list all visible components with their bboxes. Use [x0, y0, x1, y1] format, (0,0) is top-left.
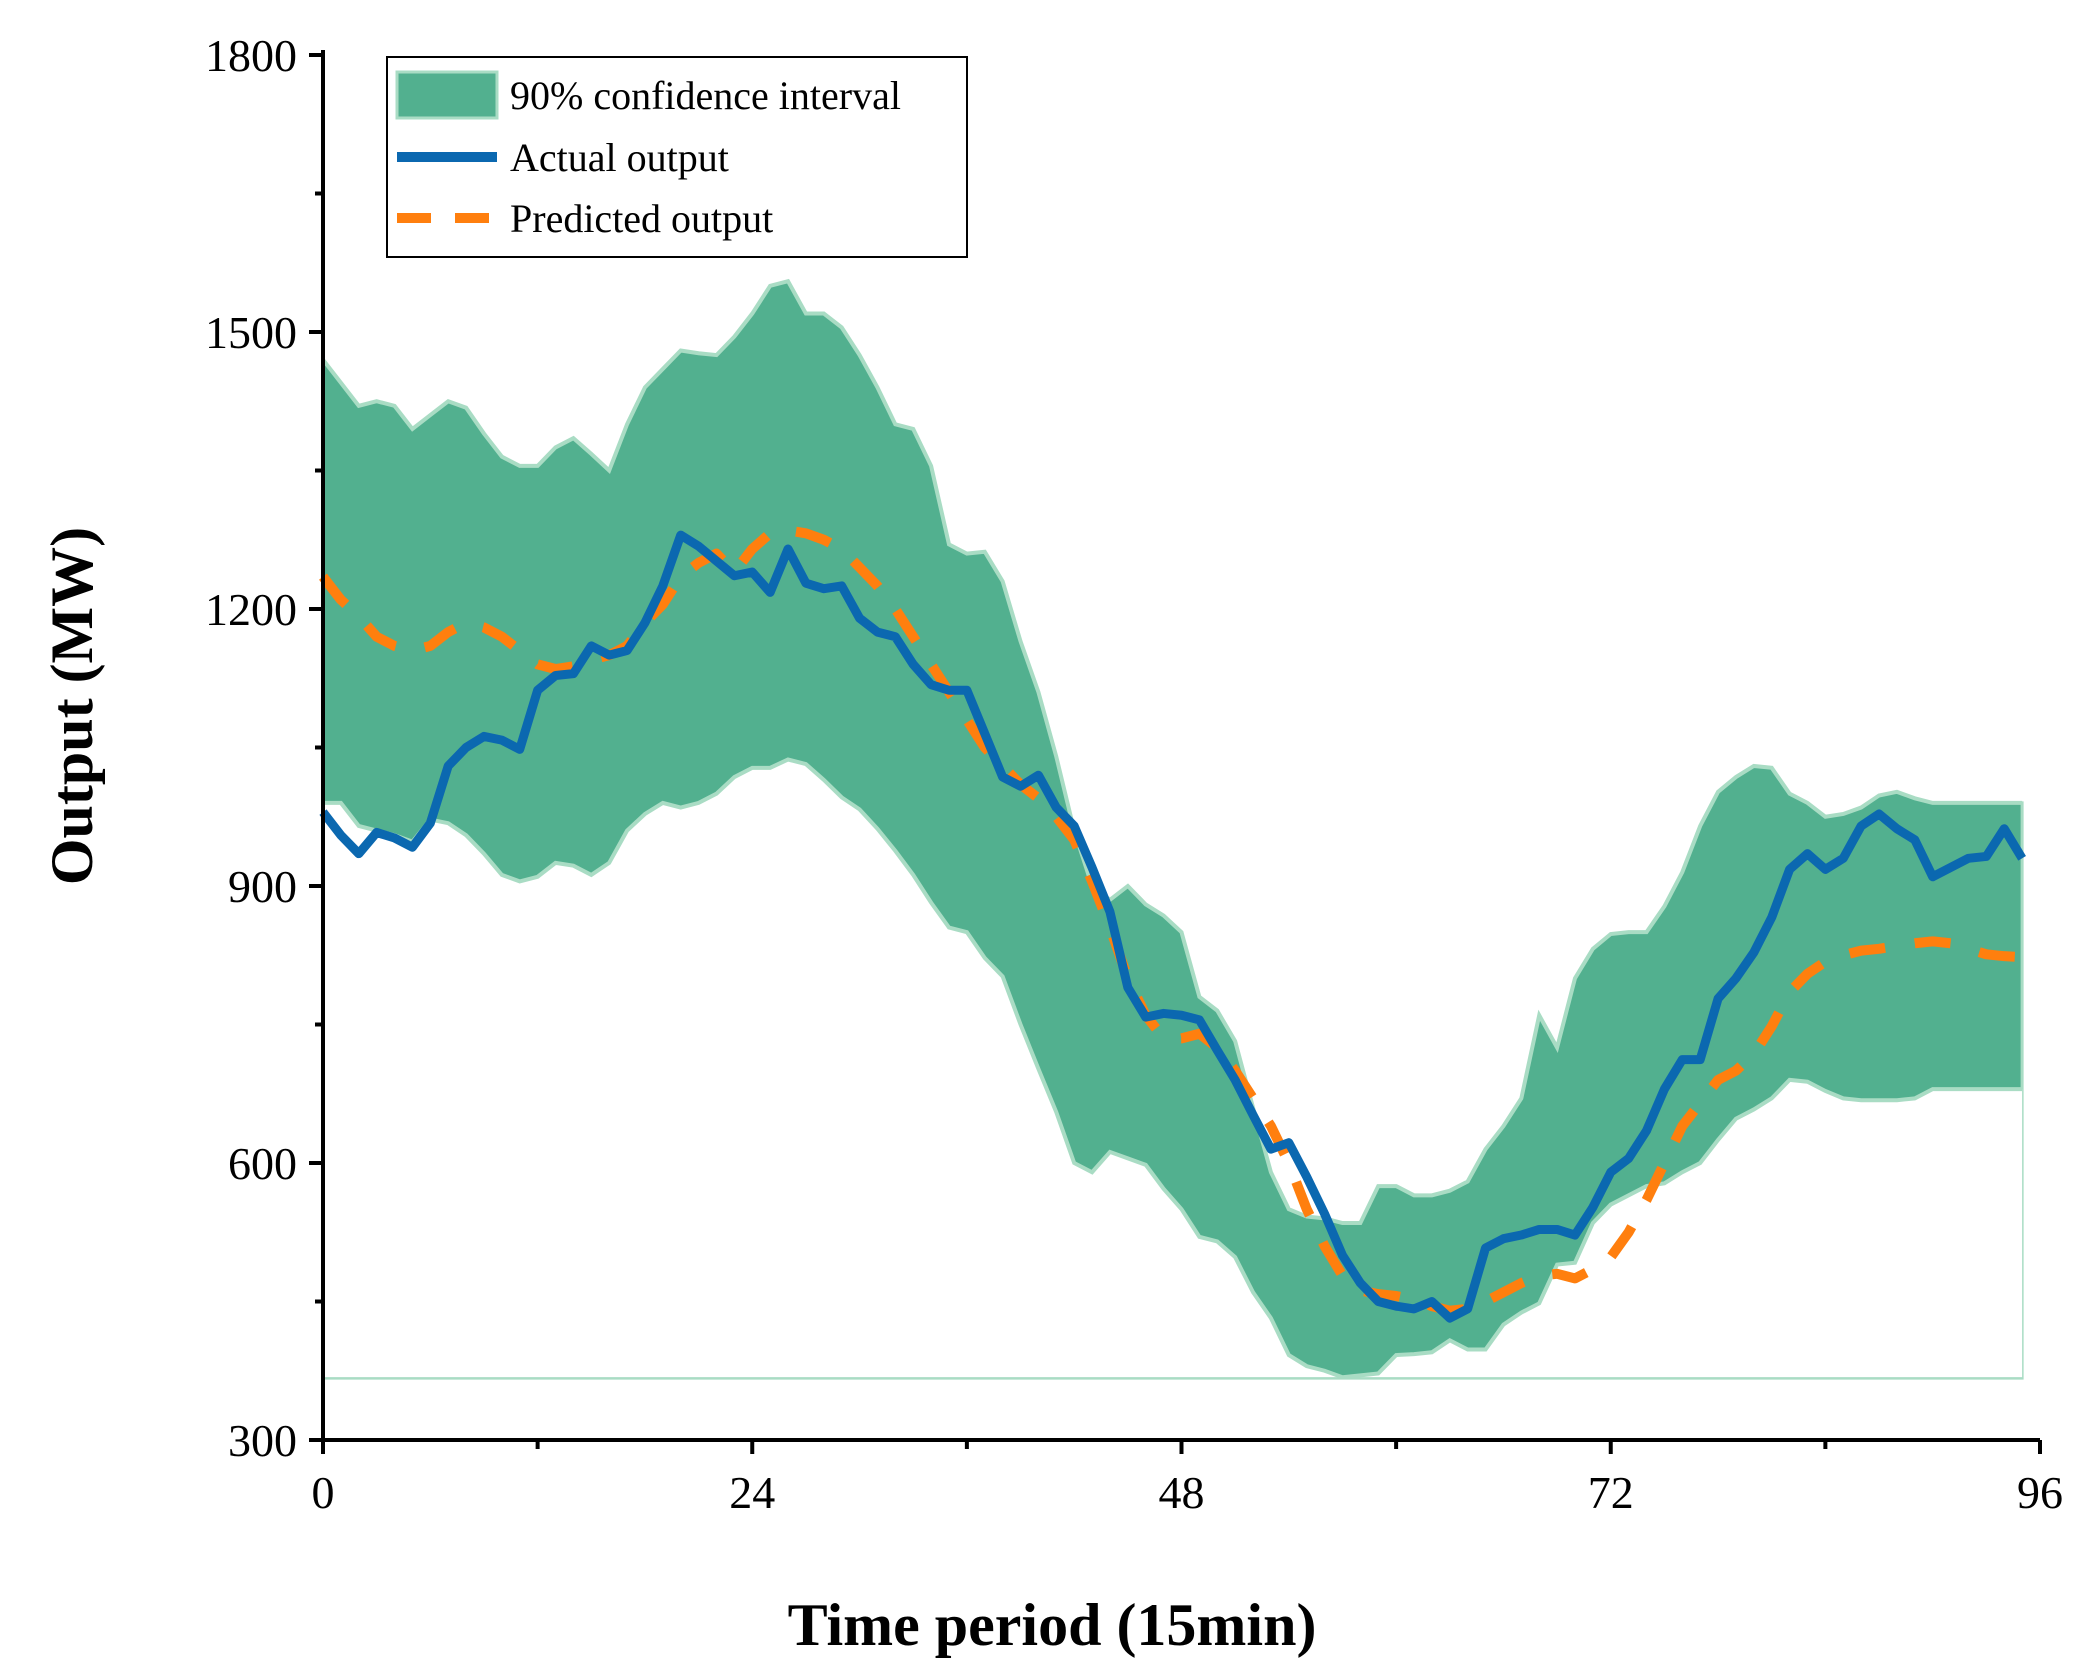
y-tick-label: 900 — [228, 861, 297, 912]
y-axis-title: Output (MW) — [39, 527, 105, 885]
x-tick-label: 96 — [2017, 1467, 2063, 1518]
confidence-band-lower-edge — [323, 757, 2023, 1380]
y-tick-label: 300 — [228, 1415, 297, 1466]
actual-output-line — [319, 530, 2026, 1323]
confidence-band-lower-mask — [323, 759, 2023, 1378]
y-tick-label: 600 — [228, 1138, 297, 1189]
axes: 300 600 900 1200 1500 1800 0 24 48 72 96 — [205, 30, 2063, 1518]
x-tick-label: 24 — [729, 1467, 775, 1518]
confidence-band-upper-edge — [321, 278, 2023, 1226]
legend-label-band: 90% confidence interval — [510, 73, 901, 118]
y-tick-label: 1500 — [205, 307, 297, 358]
legend-swatch-band — [395, 70, 499, 120]
x-tick-label: 48 — [1159, 1467, 1205, 1518]
x-tick-label: 0 — [312, 1467, 335, 1518]
legend-label-predicted: Predicted output — [510, 196, 773, 241]
legend: 90% confidence interval Actual output Pr… — [386, 56, 968, 258]
x-tick-label: 72 — [1588, 1467, 1634, 1518]
legend-label-actual: Actual output — [510, 135, 729, 180]
x-axis-title: Time period (15min) — [788, 1592, 1317, 1658]
y-tick-label: 1800 — [205, 30, 297, 81]
plot-area — [319, 278, 2026, 1380]
y-tick-label: 1200 — [205, 584, 297, 635]
